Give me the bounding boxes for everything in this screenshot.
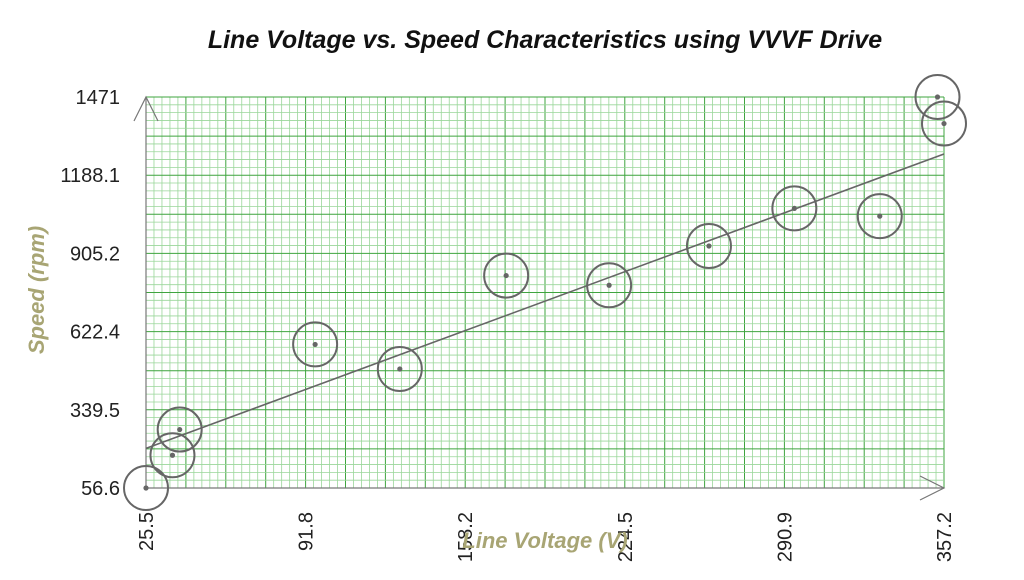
x-tick-label: 91.8 xyxy=(296,512,318,551)
y-tick-label: 622.4 xyxy=(70,322,120,344)
plot-grid xyxy=(145,96,945,489)
data-point-ring xyxy=(856,193,903,240)
y-axis-title: Speed (rpm) xyxy=(24,226,49,354)
data-point xyxy=(503,272,509,279)
data-point xyxy=(941,120,947,127)
axes xyxy=(133,95,946,501)
y-tick-label: 56.6 xyxy=(81,478,120,500)
data-point-ring xyxy=(156,406,203,453)
x-axis-arrow xyxy=(919,475,946,501)
chart-title: Line Voltage vs. Speed Characteristics u… xyxy=(208,26,882,54)
data-point xyxy=(397,366,403,372)
data-point-ring xyxy=(586,262,633,309)
y-tick-label: 905.2 xyxy=(70,243,120,265)
data-point xyxy=(706,243,712,249)
x-tick-label: 158.2 xyxy=(455,512,477,562)
trend-line xyxy=(145,153,945,450)
x-tick-labels: 25.5 91.8 158.2 224.5 290.9 357.2 xyxy=(136,512,956,562)
data-point-ring xyxy=(921,100,967,147)
x-tick-label: 357.2 xyxy=(934,512,956,562)
data-point-ring xyxy=(123,465,169,511)
data-point xyxy=(606,282,612,288)
trend-line-group xyxy=(145,153,945,450)
data-point xyxy=(143,485,149,491)
data-point-ring xyxy=(483,252,530,299)
y-tick-label: 339.5 xyxy=(70,400,120,422)
y-tick-label: 1188.1 xyxy=(60,165,120,187)
data-point-ring xyxy=(685,223,732,270)
data-point xyxy=(312,341,318,348)
data-point xyxy=(934,94,941,100)
x-tick-label: 290.9 xyxy=(774,512,796,562)
data-point xyxy=(791,205,797,212)
y-tick-labels: 56.6 339.5 622.4 905.2 1188.1 1471 xyxy=(60,87,120,500)
data-point-ring xyxy=(914,74,961,120)
data-points xyxy=(123,74,967,511)
x-tick-label: 25.5 xyxy=(136,512,158,551)
data-point-ring xyxy=(292,321,339,368)
data-point-ring xyxy=(376,346,423,393)
x-axis-title: Line Voltage (V) xyxy=(462,528,627,553)
x-tick-label: 224.5 xyxy=(615,512,637,562)
data-point xyxy=(177,426,183,433)
data-point-ring xyxy=(771,185,818,232)
data-point xyxy=(169,452,176,458)
y-tick-label: 1471 xyxy=(76,87,121,109)
data-point xyxy=(877,213,883,219)
data-point-ring xyxy=(149,432,196,479)
y-axis-arrow xyxy=(133,95,159,122)
